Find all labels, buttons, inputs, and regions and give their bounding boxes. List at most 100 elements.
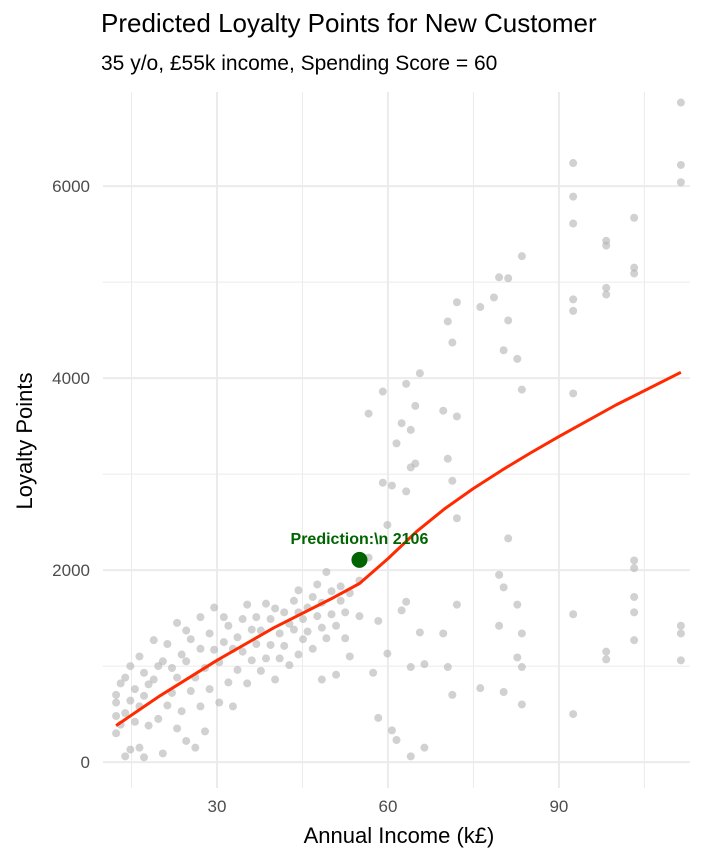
data-point — [289, 596, 298, 605]
data-point — [261, 599, 270, 608]
trend-line — [115, 370, 682, 727]
data-point — [238, 647, 247, 656]
data-point — [397, 606, 406, 615]
data-point — [406, 663, 415, 672]
data-point — [420, 743, 429, 752]
data-point — [294, 650, 303, 659]
data-point — [112, 690, 121, 699]
data-point — [452, 412, 461, 421]
data-point — [374, 713, 383, 722]
data-point — [186, 635, 195, 644]
data-point — [201, 727, 210, 736]
data-point — [167, 664, 176, 672]
data-point — [317, 675, 326, 684]
data-point — [294, 586, 303, 595]
data-point — [112, 698, 121, 707]
data-point — [149, 675, 158, 684]
data-point — [191, 743, 200, 752]
data-point — [210, 603, 219, 612]
data-point — [186, 687, 195, 696]
data-point — [602, 236, 611, 245]
axes: 30 60 90 0 2000 4000 6000 — [52, 177, 568, 816]
data-point — [439, 629, 448, 638]
data-point — [135, 743, 144, 752]
data-point — [341, 608, 350, 617]
data-point — [126, 745, 135, 754]
data-point — [369, 668, 378, 677]
data-point — [411, 401, 420, 410]
data-point — [630, 269, 639, 278]
x-tick-label: 30 — [208, 797, 227, 816]
data-point — [266, 640, 275, 649]
data-point — [499, 583, 508, 592]
data-point — [630, 213, 639, 222]
data-point — [313, 612, 322, 621]
data-point — [112, 712, 121, 720]
data-point — [448, 690, 457, 699]
data-point — [513, 653, 522, 662]
data-point — [247, 656, 256, 665]
grid — [103, 92, 690, 788]
data-point — [322, 634, 331, 643]
x-tick-label: 90 — [549, 797, 568, 816]
data-point — [196, 702, 205, 711]
data-point — [243, 679, 252, 688]
chart-subtitle: 35 y/o, £55k income, Spending Score = 60 — [101, 52, 498, 75]
data-point — [569, 389, 578, 398]
data-point — [504, 316, 513, 325]
data-point — [383, 520, 392, 529]
data-point — [569, 306, 578, 315]
data-point — [392, 736, 401, 744]
data-point — [448, 476, 457, 485]
data-point — [676, 178, 685, 187]
x-axis-label: Annual Income (k£) — [304, 823, 495, 848]
data-point — [630, 608, 639, 617]
data-point — [271, 604, 280, 613]
data-point — [140, 691, 149, 700]
data-point — [495, 570, 504, 579]
data-point — [121, 752, 130, 761]
data-point — [205, 629, 214, 638]
data-point — [205, 685, 214, 694]
scatter-points — [112, 98, 685, 762]
data-point — [252, 640, 261, 648]
data-point — [630, 636, 639, 645]
data-point — [569, 610, 578, 619]
data-point — [299, 635, 308, 644]
data-point — [569, 295, 578, 304]
data-point — [443, 317, 452, 326]
data-point — [313, 580, 322, 589]
data-point — [630, 556, 639, 565]
data-point — [336, 582, 345, 591]
y-tick-label: 4000 — [52, 369, 90, 388]
data-point — [452, 298, 461, 307]
data-point — [378, 387, 387, 396]
data-point — [252, 613, 261, 622]
data-point — [406, 425, 415, 434]
data-point — [144, 680, 153, 689]
data-point — [121, 673, 130, 682]
data-point — [266, 615, 275, 624]
data-point — [387, 481, 396, 490]
data-point — [378, 478, 387, 487]
data-point — [517, 252, 526, 261]
data-point — [569, 219, 578, 228]
data-point — [630, 564, 639, 573]
data-point — [387, 726, 396, 735]
data-point — [341, 634, 350, 643]
data-point — [173, 673, 182, 682]
data-point — [182, 657, 191, 666]
data-point — [275, 654, 284, 663]
data-point — [476, 303, 485, 312]
data-point — [517, 629, 526, 638]
data-point — [676, 656, 685, 665]
data-point — [247, 625, 256, 634]
data-point — [163, 701, 172, 710]
data-point — [517, 663, 526, 672]
data-point — [224, 621, 233, 630]
data-point — [144, 721, 153, 730]
data-point — [676, 98, 685, 107]
data-point — [513, 600, 522, 609]
data-point — [308, 644, 317, 653]
